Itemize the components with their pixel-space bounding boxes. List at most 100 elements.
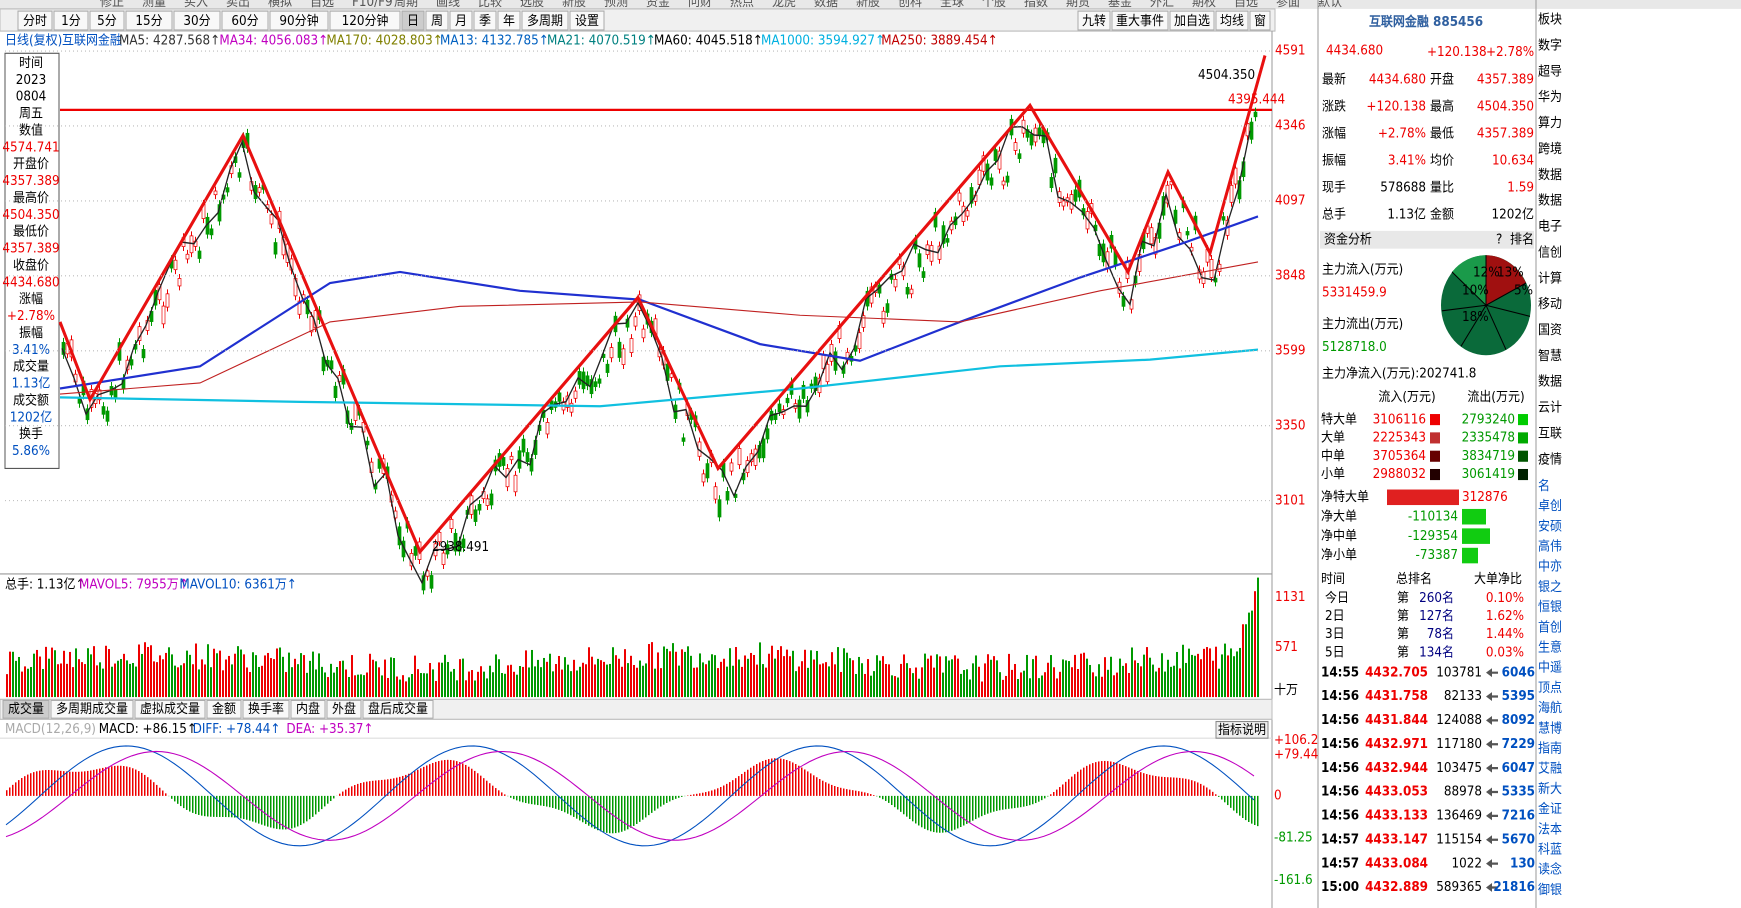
toolbar-button[interactable] [521, 10, 569, 31]
side-item[interactable]: 华为 [1538, 89, 1562, 105]
macd-bar [834, 786, 836, 796]
side-item[interactable]: 算力 [1538, 115, 1562, 131]
side-item[interactable]: 数字 [1538, 37, 1562, 53]
candle-body [765, 428, 770, 440]
tick-arrow [1486, 739, 1498, 749]
side-item[interactable]: 数据 [1538, 373, 1562, 389]
help-button[interactable]: ? [1496, 231, 1502, 247]
macd-bar [1143, 773, 1145, 796]
tab[interactable] [50, 699, 134, 719]
tab[interactable] [326, 699, 362, 719]
side-item[interactable]: 数据 [1538, 192, 1562, 208]
side-item[interactable]: 计算 [1538, 270, 1562, 286]
toolbar-button[interactable] [329, 10, 401, 31]
tab[interactable] [134, 699, 206, 719]
toolbar-button[interactable] [269, 10, 329, 31]
toolbar-button[interactable] [401, 10, 425, 31]
candle-body [477, 503, 482, 511]
side-item[interactable]: 指南 [1538, 740, 1562, 756]
quote-label: 金额 [1430, 206, 1454, 222]
volume-bar [1245, 624, 1247, 698]
volume-bar [204, 664, 206, 698]
macd-bar [246, 795, 248, 820]
side-item[interactable]: 互联 [1538, 425, 1562, 441]
side-item[interactable]: 电子 [1538, 218, 1562, 234]
volume-bar [132, 662, 134, 698]
side-item[interactable]: 疫情 [1538, 451, 1562, 467]
toolbar-button[interactable] [125, 10, 173, 31]
side-item[interactable]: 中遥 [1538, 659, 1562, 675]
tab[interactable] [2, 699, 50, 719]
toolbar-button[interactable] [173, 10, 221, 31]
side-item[interactable]: 新大 [1538, 780, 1562, 796]
side-item[interactable]: 智慧 [1538, 347, 1562, 363]
help-button[interactable] [1215, 720, 1269, 739]
toolbar-button[interactable] [425, 10, 449, 31]
side-item[interactable]: 超导 [1538, 63, 1562, 79]
side-item[interactable]: 移动 [1538, 296, 1562, 312]
macd-bar [1017, 795, 1019, 808]
volume-bar [426, 673, 428, 698]
toolbar-button[interactable] [569, 10, 605, 31]
volume-bar [120, 658, 122, 698]
info-value: 4574.741 [2, 139, 59, 155]
toolbar-button[interactable] [221, 10, 269, 31]
side-item[interactable]: 海航 [1538, 699, 1562, 715]
side-item[interactable]: 中亦 [1538, 558, 1562, 574]
volume-bar [627, 663, 629, 698]
side-item[interactable]: 高伟 [1538, 538, 1562, 554]
side-item[interactable]: 法本 [1538, 821, 1562, 837]
macd-bar [531, 795, 533, 805]
tab[interactable] [206, 699, 242, 719]
toolbar-button[interactable] [1215, 10, 1249, 31]
toolbar-button[interactable] [1111, 10, 1169, 31]
toolbar-button[interactable] [449, 10, 473, 31]
side-item[interactable]: 名 [1538, 477, 1550, 493]
volume-bar [486, 678, 488, 698]
side-item[interactable]: 御银 [1538, 881, 1562, 897]
volume-bar [429, 663, 431, 698]
side-item[interactable]: 恒银 [1538, 598, 1562, 614]
side-item[interactable]: 卓创 [1538, 497, 1562, 513]
tab[interactable] [290, 699, 326, 719]
side-item[interactable]: 安硕 [1538, 518, 1562, 534]
tab[interactable] [362, 699, 434, 719]
side-item[interactable]: 信创 [1538, 244, 1562, 260]
side-item[interactable]: 读念 [1538, 861, 1562, 877]
volume-bar [1257, 577, 1259, 698]
side-item[interactable]: 云计 [1538, 399, 1562, 415]
side-item[interactable]: 金证 [1538, 800, 1562, 816]
side-item[interactable]: 科蓝 [1538, 841, 1562, 857]
volume-bar [1116, 672, 1118, 698]
side-item[interactable]: 艾融 [1538, 760, 1562, 776]
side-item[interactable]: 银之 [1538, 578, 1562, 594]
toolbar-button[interactable] [1169, 10, 1215, 31]
toolbar-button[interactable] [17, 10, 53, 31]
side-item[interactable]: 顶点 [1538, 679, 1562, 695]
candle-body [165, 293, 170, 308]
toolbar-button[interactable] [497, 10, 521, 31]
toolbar-label: 九转 [1082, 12, 1106, 28]
tab[interactable] [242, 699, 290, 719]
toolbar-button[interactable] [1249, 10, 1271, 31]
toolbar-button[interactable] [1077, 10, 1111, 31]
tick-count: 7216 [1502, 807, 1536, 823]
side-item[interactable]: 数据 [1538, 166, 1562, 182]
side-item[interactable]: 国资 [1538, 321, 1562, 337]
side-item[interactable]: 跨境 [1538, 140, 1562, 156]
side-item[interactable]: 首创 [1538, 619, 1562, 635]
toolbar-button[interactable] [53, 10, 89, 31]
volume-bar [279, 647, 281, 698]
tick-arrow [1486, 835, 1498, 845]
flow-swatch [1518, 468, 1528, 481]
side-item[interactable]: 慧博 [1538, 720, 1562, 736]
macd-bar [708, 791, 710, 796]
side-item[interactable]: 板块 [1538, 11, 1562, 27]
volume-bar [9, 651, 11, 698]
toolbar-button[interactable] [89, 10, 125, 31]
side-item[interactable]: 生意 [1538, 639, 1562, 655]
menu-item: 参面 [1276, 0, 1300, 9]
volume-bar [168, 647, 170, 698]
rank-button[interactable]: 排名 [1510, 231, 1534, 247]
toolbar-button[interactable] [473, 10, 497, 31]
